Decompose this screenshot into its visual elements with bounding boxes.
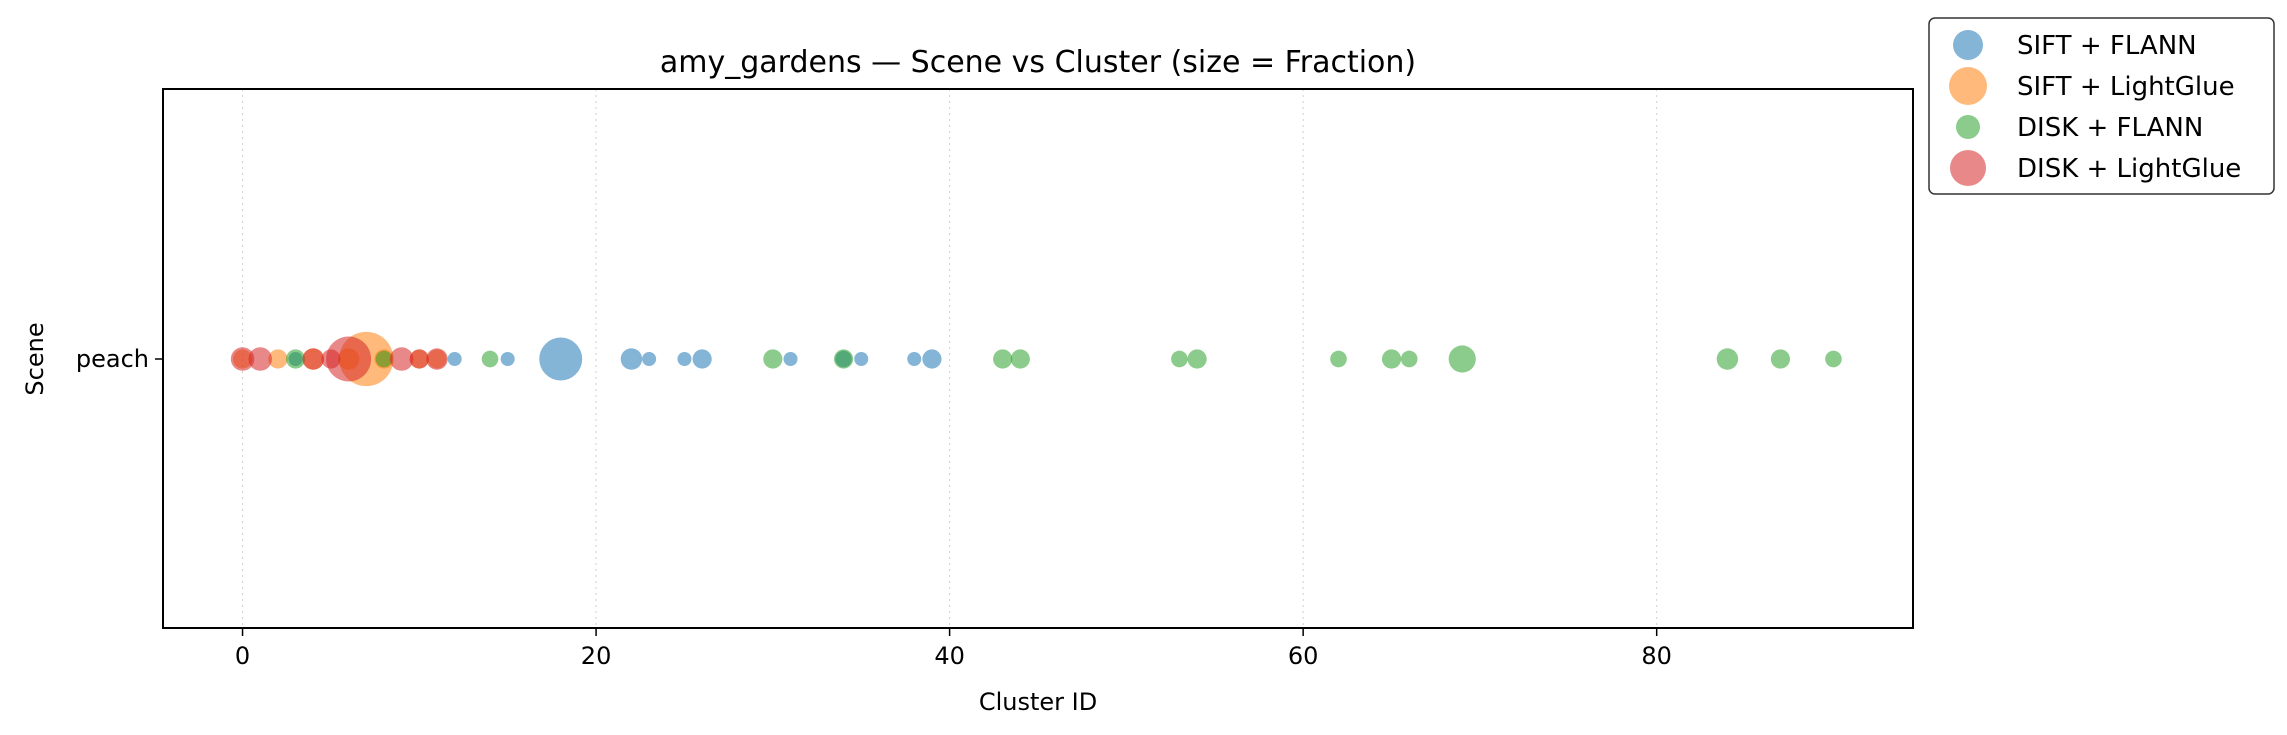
legend-box	[1928, 17, 2275, 195]
scatter-point	[1770, 349, 1791, 369]
x-tick-label: 40	[934, 642, 965, 670]
x-axis-label: Cluster ID	[979, 688, 1097, 716]
scatter-point	[500, 352, 515, 366]
scatter-point	[447, 352, 462, 366]
scatter-point	[409, 349, 429, 369]
legend-marker	[1956, 115, 1980, 139]
legend-label: DISK + FLANN	[2017, 113, 2203, 143]
y-tick-label: peach	[76, 345, 149, 373]
chart-title: amy_gardens — Scene vs Cluster (size = F…	[660, 45, 1416, 80]
legend-marker	[1953, 30, 1983, 60]
scatter-point	[854, 352, 869, 366]
scatter-point	[692, 349, 712, 369]
scatter-point	[268, 349, 288, 369]
scatter-point	[833, 349, 854, 369]
scatter-point	[326, 336, 372, 382]
scatter-point	[1716, 348, 1739, 370]
scatter-points	[230, 331, 1842, 387]
scatter-point	[539, 337, 583, 381]
scatter-point	[993, 349, 1013, 369]
x-tick-label: 60	[1288, 642, 1319, 670]
scatter-point	[481, 350, 499, 368]
scatter-point	[1448, 345, 1476, 373]
scatter-point	[230, 347, 255, 371]
scatter-point	[426, 348, 448, 370]
legend-marker	[1949, 67, 1987, 105]
x-tick-label: 80	[1641, 642, 1672, 670]
scatter-point	[1825, 350, 1842, 368]
legend: SIFT + FLANN SIFT + LightGlue DISK + FLANN…	[1928, 17, 2275, 195]
scatter-point	[1010, 349, 1030, 369]
legend-label: SIFT + LightGlue	[2017, 72, 2235, 102]
scatter-point	[763, 349, 783, 369]
x-tick-label: 20	[581, 642, 612, 670]
scatter-point	[620, 348, 643, 370]
x-axis: 0 20 40 60 80	[235, 628, 1672, 670]
scatter-point	[1381, 349, 1402, 369]
scatter-point	[389, 347, 414, 371]
scatter-point	[642, 352, 657, 366]
scatter-point	[783, 352, 798, 366]
scatter-point	[302, 348, 324, 370]
scatter-point	[1330, 350, 1347, 368]
scatter-point	[677, 352, 692, 366]
legend-marker	[1950, 150, 1986, 186]
legend-label: DISK + LightGlue	[2017, 154, 2241, 184]
scatter-point	[285, 349, 306, 369]
scatter-point	[248, 347, 272, 371]
x-tick-label: 0	[235, 642, 250, 670]
scatter-point	[375, 350, 393, 368]
scatter-point	[907, 352, 922, 366]
scatter-point	[1400, 350, 1418, 368]
legend-label: SIFT + FLANN	[2017, 31, 2197, 61]
scatter-point	[1171, 350, 1188, 368]
scatter-point	[922, 349, 942, 369]
y-axis: peach	[76, 345, 163, 373]
scatter-point	[1187, 349, 1207, 369]
y-axis-label: Scene	[21, 322, 49, 395]
